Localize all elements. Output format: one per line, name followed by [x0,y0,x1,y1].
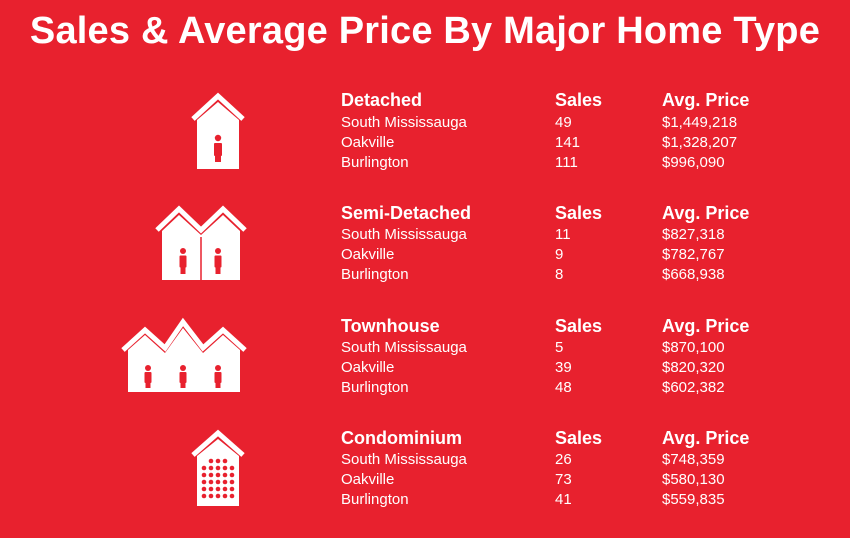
price-value: $827,318 [662,226,725,243]
price-value: $996,090 [662,154,725,171]
sales-column-header: Sales [555,316,603,336]
page-title: Sales & Average Price By Major Home Type [29,10,821,52]
table-row: South Mississauga 11 $827,318 [0,226,850,246]
section-condominium: Condominium Sales Avg. Price South Missi… [0,428,850,538]
price-column-header: Avg. Price [662,90,750,110]
area-name: South Mississauga [341,226,467,243]
price-value: $748,359 [662,451,725,468]
sales-value: 111 [555,154,578,171]
table-row: Oakville 9 $782,767 [0,246,850,266]
price-value: $559,835 [662,491,725,508]
area-name: Burlington [341,491,409,508]
area-name: Oakville [341,246,395,263]
townhouse-icon [121,316,247,394]
sales-value: 5 [555,339,564,356]
table-row: Oakville 39 $820,320 [0,359,850,379]
price-value: $668,938 [662,266,725,283]
area-name: Burlington [341,154,409,171]
price-value: $602,382 [662,379,725,396]
area-name: Burlington [341,379,409,396]
area-name: Oakville [341,134,395,151]
price-value: $870,100 [662,339,725,356]
area-name: Oakville [341,359,395,376]
sales-column-header: Sales [555,203,603,223]
price-value: $580,130 [662,471,725,488]
sales-value: 39 [555,359,572,376]
semi-detached-house-icon [155,203,247,281]
price-column-header: Avg. Price [662,428,750,448]
section-townhouse: Townhouse Sales Avg. Price South Mississ… [0,316,850,426]
price-value: $1,328,207 [662,134,738,151]
table-row: Burlington 48 $602,382 [0,379,850,399]
area-name: South Mississauga [341,339,467,356]
sales-column-header: Sales [555,90,603,110]
area-name: South Mississauga [341,114,467,131]
section-title: Condominium [341,428,462,448]
table-row: Oakville 73 $580,130 [0,471,850,491]
sales-value: 9 [555,246,564,263]
price-value: $1,449,218 [662,114,738,131]
table-row: Burlington 111 $996,090 [0,154,850,174]
section-title: Semi-Detached [341,203,472,223]
table-row: South Mississauga 49 $1,449,218 [0,114,850,134]
condominium-building-icon [190,428,246,508]
sales-value: 48 [555,379,572,396]
price-column-header: Avg. Price [662,316,750,336]
price-value: $782,767 [662,246,725,263]
price-value: $820,320 [662,359,725,376]
area-name: South Mississauga [341,451,467,468]
sales-value: 41 [555,491,572,508]
area-name: Burlington [341,266,409,283]
sales-value: 26 [555,451,572,468]
section-semi-detached: Semi-Detached Sales Avg. Price South Mis… [0,203,850,313]
table-row: Burlington 41 $559,835 [0,491,850,511]
sales-value: 11 [555,226,571,243]
price-column-header: Avg. Price [662,203,750,223]
sales-column-header: Sales [555,428,603,448]
table-row: Burlington 8 $668,938 [0,266,850,286]
section-title: Townhouse [341,316,440,336]
section-title: Detached [341,90,423,110]
table-row: Oakville 141 $1,328,207 [0,134,850,154]
sales-value: 49 [555,114,572,131]
sales-value: 141 [555,134,581,151]
detached-house-icon [190,92,246,170]
table-row: South Mississauga 26 $748,359 [0,451,850,471]
sales-value: 8 [555,266,564,283]
section-detached: Detached Sales Avg. Price South Mississa… [0,90,850,200]
table-row: South Mississauga 5 $870,100 [0,339,850,359]
sales-value: 73 [555,471,572,488]
area-name: Oakville [341,471,395,488]
